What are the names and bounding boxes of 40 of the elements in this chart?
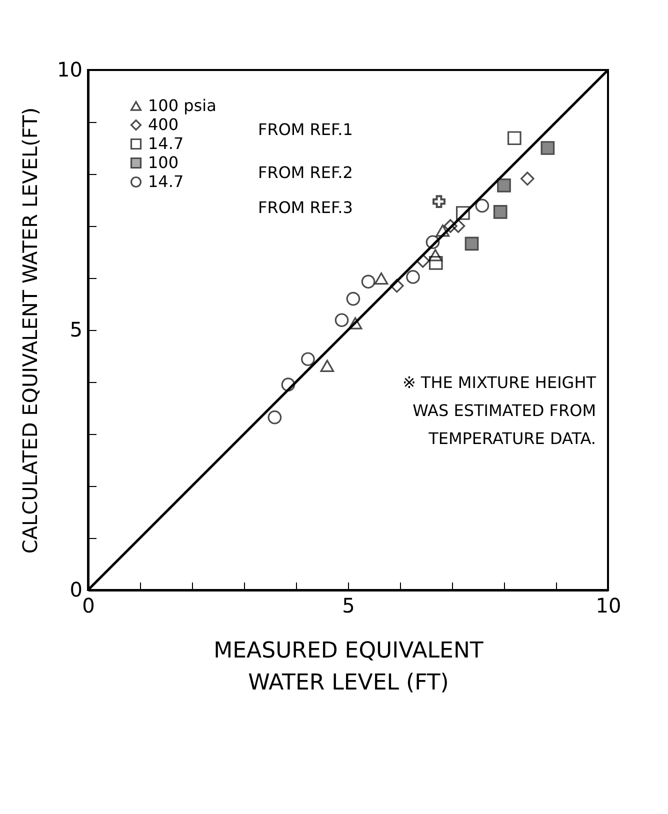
- point: [507, 131, 522, 146]
- y-tick-label: 0: [70, 578, 82, 602]
- point: [520, 172, 534, 186]
- x-tick-label: 10: [596, 594, 622, 618]
- point: [320, 360, 334, 372]
- legend-label: 100: [148, 153, 179, 172]
- point: [475, 198, 490, 213]
- annotation: FROM REF.2: [258, 163, 353, 182]
- point: [426, 235, 440, 250]
- point: [268, 410, 282, 424]
- point: [436, 224, 450, 237]
- legend-label: 14.7: [148, 172, 184, 191]
- point: [361, 274, 376, 289]
- x-tick-label: 5: [342, 594, 355, 618]
- point: [281, 378, 296, 392]
- point: [406, 270, 420, 284]
- point: [444, 219, 458, 233]
- annotation: FROM REF.1: [258, 120, 353, 139]
- legend-label: 14.7: [148, 134, 184, 153]
- point: [456, 206, 470, 220]
- point: [346, 292, 360, 306]
- point: [540, 141, 555, 155]
- annotation: ※ THE MIXTURE HEIGHT WAS ESTIMATED FROM TEMPERATURE DATA.: [402, 373, 596, 448]
- y-axis-title: CALCULATED EQUIVALENT WATER LEVEL(FT): [18, 107, 42, 554]
- y-tick-label: 10: [57, 58, 82, 82]
- legend-label: 100 psia: [148, 96, 216, 115]
- point: [497, 178, 511, 192]
- point: [348, 317, 362, 330]
- point: [432, 195, 446, 208]
- point: [301, 352, 315, 366]
- y-tick-label: 5: [70, 318, 82, 342]
- point: [464, 236, 479, 251]
- point: [428, 256, 443, 270]
- x-axis-title: MEASURED EQUIVALENT WATER LEVEL (FT): [214, 638, 484, 696]
- point: [334, 313, 349, 328]
- point: [374, 272, 388, 285]
- point: [428, 249, 442, 262]
- annotation: FROM REF.3: [258, 198, 353, 217]
- point: [493, 205, 508, 219]
- legend-label: 400: [148, 115, 179, 134]
